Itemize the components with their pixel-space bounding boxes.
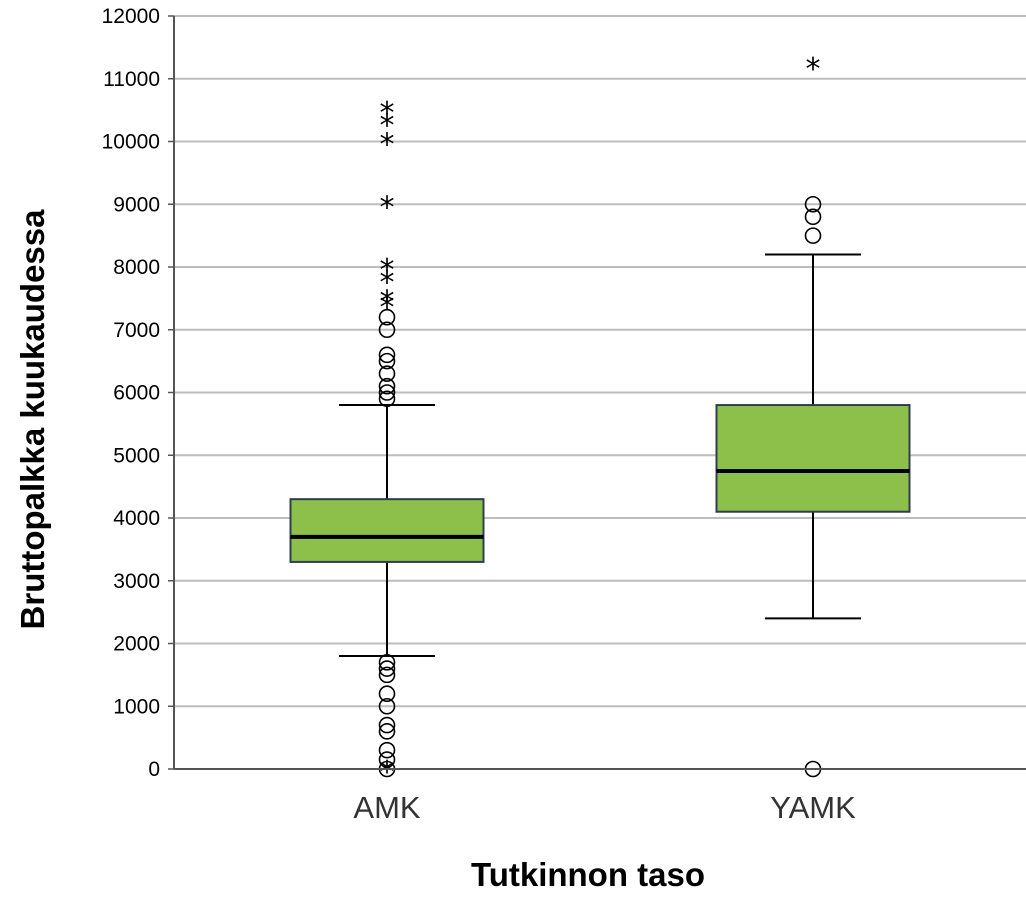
- outlier-point: [378, 666, 396, 684]
- outlier-point: [378, 346, 396, 364]
- outlier-point: [378, 723, 396, 740]
- outlier-point: [378, 660, 396, 677]
- y-tick-label: 10000: [102, 131, 160, 154]
- extreme-point: *: [380, 253, 395, 288]
- outlier-point: [378, 384, 396, 401]
- y-tick-label: 12000: [102, 5, 160, 28]
- extreme-point: *: [380, 266, 395, 301]
- outlier-point: [378, 654, 396, 671]
- outlier-point: [378, 751, 396, 768]
- y-tick-label: 1000: [113, 695, 160, 718]
- outlier-point: [378, 716, 396, 734]
- y-tick-labels: 0 1000 2000 3000 4000 5000 6000 7000 8000 9000 100…: [102, 5, 160, 781]
- x-axis-title: Tutkinnon taso: [471, 856, 705, 893]
- outlier-point: [378, 741, 396, 759]
- y-tick-label: 7000: [113, 319, 160, 342]
- extreme-point: *: [380, 284, 395, 319]
- outlier-point: [378, 390, 396, 408]
- extreme-point: *: [380, 291, 395, 326]
- box-yamk: * YAMK: [715, 52, 911, 825]
- outlier-point: [804, 195, 822, 213]
- y-tick-label: 5000: [113, 444, 160, 467]
- outlier-point: [378, 352, 396, 370]
- y-tick-label: 3000: [113, 570, 160, 593]
- box-iqr: [289, 498, 485, 563]
- y-tick-label: 8000: [113, 256, 160, 279]
- outlier-point: [804, 227, 822, 244]
- y-tick-label: 0: [148, 758, 160, 781]
- outlier-point: [378, 685, 396, 703]
- y-tick-label: 2000: [113, 633, 160, 656]
- y-tick-label: 9000: [113, 193, 160, 216]
- x-tick-label: AMK: [353, 790, 421, 825]
- outlier-point: [378, 321, 396, 339]
- boxes: *********AMK*YAMK: [289, 52, 911, 825]
- box-iqr: [715, 404, 911, 513]
- extreme-point: *: [806, 52, 821, 87]
- extreme-point: *: [380, 96, 395, 131]
- x-tick-label: YAMK: [770, 790, 856, 825]
- outlier-point: [378, 697, 396, 715]
- extreme-point: *: [380, 109, 395, 144]
- extreme-point: *: [380, 128, 395, 163]
- y-tick-label: 6000: [113, 382, 160, 405]
- y-tick-label: 11000: [103, 68, 160, 91]
- outlier-point: [378, 377, 396, 395]
- extreme-point: *: [380, 190, 395, 225]
- outlier-point: [378, 308, 396, 326]
- extreme-point: *: [380, 755, 395, 790]
- grid-lines: [174, 15, 1026, 708]
- axes: [168, 15, 1026, 770]
- box-amk: *********AMK: [289, 96, 485, 825]
- y-tick-label: 4000: [113, 507, 160, 530]
- y-axis-title: Bruttopalkka kuukaudessa: [14, 209, 51, 630]
- outlier-point: [378, 365, 396, 382]
- outlier-point: [804, 208, 822, 226]
